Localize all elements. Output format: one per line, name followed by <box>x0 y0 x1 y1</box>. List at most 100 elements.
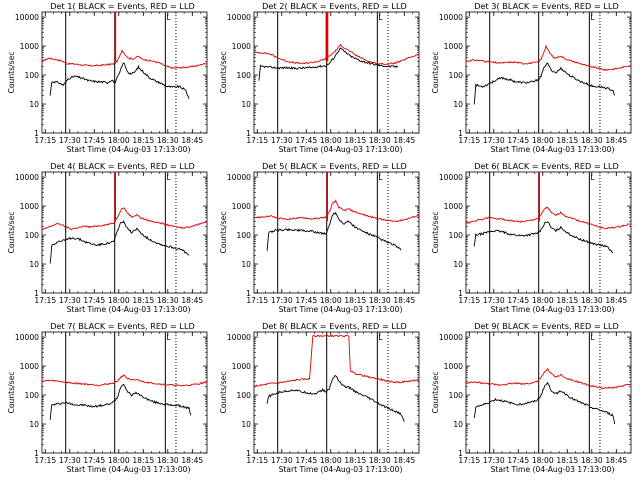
detector-panel: Det 5( BLACK = Events, RED = LLD L 1 10 100 1… <box>219 161 420 314</box>
x-tick-label: 18:15 <box>344 296 366 305</box>
x-tick-label: 18:00 <box>320 456 342 465</box>
y-tick-label: 1000 <box>444 362 463 371</box>
y-axis-label: Counts/sec <box>7 212 16 254</box>
y-tick-label: 1 <box>246 129 251 138</box>
x-tick-label: 18:15 <box>344 456 366 465</box>
panel-title: Det 5( BLACK = Events, RED = LLD <box>262 161 407 171</box>
y-tick-label: 1000 <box>232 42 251 51</box>
marker-label: L <box>590 13 595 22</box>
x-tick-label: 18:00 <box>320 136 342 145</box>
marker-label: L <box>166 333 171 342</box>
marker-label: L <box>378 173 383 182</box>
y-tick-label: 1000 <box>232 202 251 211</box>
y-tick-label: 1 <box>34 129 39 138</box>
x-tick-label: 17:45 <box>83 136 105 145</box>
y-tick-label: 100 <box>25 71 40 80</box>
y-tick-label: 10 <box>29 420 39 429</box>
x-tick-label: 18:00 <box>320 296 342 305</box>
x-tick-label: 17:45 <box>295 136 317 145</box>
x-tick-label: 17:45 <box>83 296 105 305</box>
x-tick-label: 18:00 <box>532 136 554 145</box>
y-tick-label: 10 <box>241 100 251 109</box>
detector-panel: Det 9( BLACK = Events, RED = LLD L 1 10 100 1… <box>431 321 632 474</box>
y-tick-label: 10000 <box>15 173 39 182</box>
y-tick-label: 100 <box>449 71 464 80</box>
y-tick-label: 1000 <box>20 42 39 51</box>
y-axis-label: Counts/sec <box>7 52 16 94</box>
x-tick-label: 18:45 <box>181 456 203 465</box>
y-tick-label: 10 <box>453 260 463 269</box>
y-tick-label: 10000 <box>227 333 251 342</box>
y-tick-label: 10 <box>241 420 251 429</box>
x-tick-label: 17:15 <box>246 456 268 465</box>
y-tick-label: 100 <box>449 231 464 240</box>
panel-title: Det 1( BLACK = Events, RED = LLD <box>50 1 195 11</box>
y-tick-label: 1000 <box>20 362 39 371</box>
x-tick-label: 17:30 <box>483 296 505 305</box>
y-axis-label: Counts/sec <box>219 212 228 254</box>
x-tick-label: 17:15 <box>458 296 480 305</box>
detector-panel: Det 2( BLACK = Events, RED = LLD L 1 10 100 1… <box>219 1 420 154</box>
x-axis-label: Start Time (04-Aug-03 17:13:00) <box>279 305 403 314</box>
detector-panel: Det 7( BLACK = Events, RED = LLD L 1 10 100 1… <box>7 321 208 474</box>
x-tick-label: 17:45 <box>507 296 529 305</box>
y-axis-label: Counts/sec <box>219 52 228 94</box>
y-tick-label: 1 <box>34 449 39 458</box>
x-axis-label: Start Time (04-Aug-03 17:13:00) <box>279 145 403 154</box>
y-tick-label: 100 <box>449 391 464 400</box>
x-tick-label: 18:00 <box>532 456 554 465</box>
x-tick-label: 17:15 <box>246 136 268 145</box>
y-tick-label: 1000 <box>444 42 463 51</box>
x-tick-label: 18:15 <box>132 456 154 465</box>
lld-series-line <box>42 207 208 231</box>
x-tick-label: 17:45 <box>507 136 529 145</box>
y-tick-label: 1 <box>458 129 463 138</box>
x-tick-label: 17:45 <box>507 456 529 465</box>
x-tick-label: 18:45 <box>181 296 203 305</box>
events-series-line <box>49 383 192 420</box>
x-tick-label: 18:45 <box>393 456 415 465</box>
events-series-line <box>258 47 399 81</box>
x-tick-label: 17:45 <box>83 456 105 465</box>
detector-panel: Det 8( BLACK = Events, RED = LLD L 1 10 100 1… <box>219 321 420 474</box>
lld-series-line <box>466 206 632 230</box>
x-tick-label: 17:30 <box>59 136 81 145</box>
x-tick-label: 18:30 <box>369 456 391 465</box>
y-axis-label: Counts/sec <box>219 372 228 414</box>
panel-title: Det 2( BLACK = Events, RED = LLD <box>262 1 407 11</box>
x-tick-label: 17:15 <box>458 136 480 145</box>
x-axis-label: Start Time (04-Aug-03 17:13:00) <box>67 305 191 314</box>
lld-series-line <box>465 44 632 72</box>
x-tick-label: 18:45 <box>605 136 627 145</box>
x-axis-label: Start Time (04-Aug-03 17:13:00) <box>67 465 191 474</box>
panel-title: Det 4( BLACK = Events, RED = LLD <box>50 161 195 171</box>
plot-frame <box>41 171 208 294</box>
events-series-line <box>473 62 616 105</box>
y-tick-label: 10000 <box>439 173 463 182</box>
y-axis-label: Counts/sec <box>431 212 440 254</box>
plot-frame <box>465 171 632 294</box>
y-tick-label: 10 <box>29 260 39 269</box>
lld-series-line <box>41 374 208 387</box>
plot-frame <box>253 331 420 454</box>
marker-label: L <box>166 173 171 182</box>
events-series-line <box>473 221 614 254</box>
marker-label: L <box>590 173 595 182</box>
marker-label: L <box>166 13 171 22</box>
y-tick-label: 100 <box>237 231 252 240</box>
lld-series-line <box>465 367 632 390</box>
y-tick-label: 1 <box>246 289 251 298</box>
x-tick-label: 17:15 <box>34 456 56 465</box>
x-axis-label: Start Time (04-Aug-03 17:13:00) <box>491 145 615 154</box>
y-axis-label: Counts/sec <box>7 372 16 414</box>
y-tick-label: 10000 <box>15 13 39 22</box>
events-series-line <box>266 375 405 422</box>
x-tick-label: 18:30 <box>369 136 391 145</box>
x-tick-label: 18:45 <box>605 296 627 305</box>
plot-frame <box>253 171 420 294</box>
x-tick-label: 18:00 <box>108 136 130 145</box>
events-series-line <box>473 381 616 425</box>
y-tick-label: 10 <box>453 420 463 429</box>
y-axis-label: Counts/sec <box>431 52 440 94</box>
